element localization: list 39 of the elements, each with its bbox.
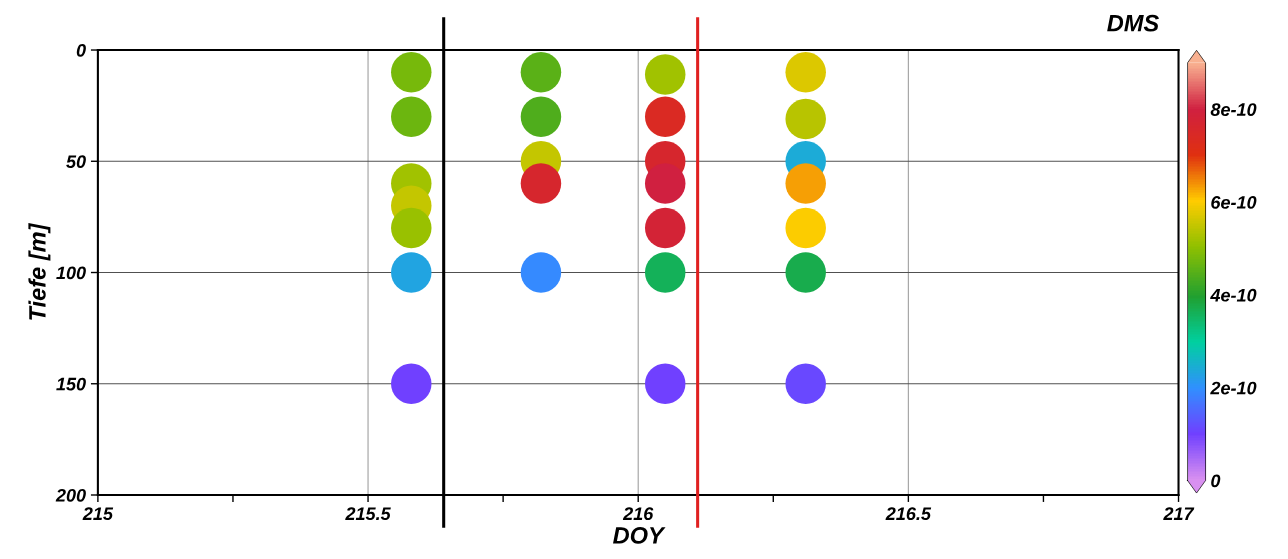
point	[644, 54, 686, 95]
point	[785, 207, 826, 249]
x-tick-label: 215.5	[345, 507, 391, 521]
color-bar-label: 4e-10	[1210, 288, 1257, 302]
x-tick-label: 216	[622, 507, 654, 521]
y-axis-title: Tiefe [m]	[28, 222, 51, 320]
point	[391, 252, 432, 293]
point	[644, 207, 686, 249]
point	[391, 96, 432, 138]
point	[644, 96, 686, 138]
y-tick-label: 50	[66, 155, 86, 168]
x-tick-label: 215	[82, 507, 114, 521]
color-bar-label: 2e-10	[1210, 381, 1257, 395]
point	[644, 163, 686, 204]
x-tick-label: 216.5	[885, 507, 932, 521]
color-bar-label: 0	[1211, 474, 1221, 488]
point	[391, 363, 432, 404]
point	[520, 252, 562, 293]
point	[644, 252, 686, 293]
x-tick-label: 217	[1163, 507, 1195, 520]
point	[785, 163, 826, 204]
point	[644, 363, 686, 404]
point	[520, 163, 562, 204]
point	[391, 207, 432, 249]
color-bar-label: 6e-10	[1211, 196, 1257, 209]
color-bar-title: DMS	[1107, 14, 1159, 32]
y-tick-label: 150	[56, 377, 86, 391]
point	[520, 96, 562, 138]
point	[785, 363, 826, 404]
point	[391, 52, 432, 93]
y-tick-label: 0	[76, 43, 86, 57]
y-tick-label: 200	[55, 488, 86, 502]
point	[785, 252, 826, 293]
point	[785, 98, 826, 140]
y-tick-label: 100	[56, 266, 86, 280]
point	[520, 52, 562, 93]
point	[785, 52, 826, 93]
color-bar-label: 8e-10	[1210, 103, 1257, 116]
x-axis-title: DOY	[613, 527, 666, 544]
